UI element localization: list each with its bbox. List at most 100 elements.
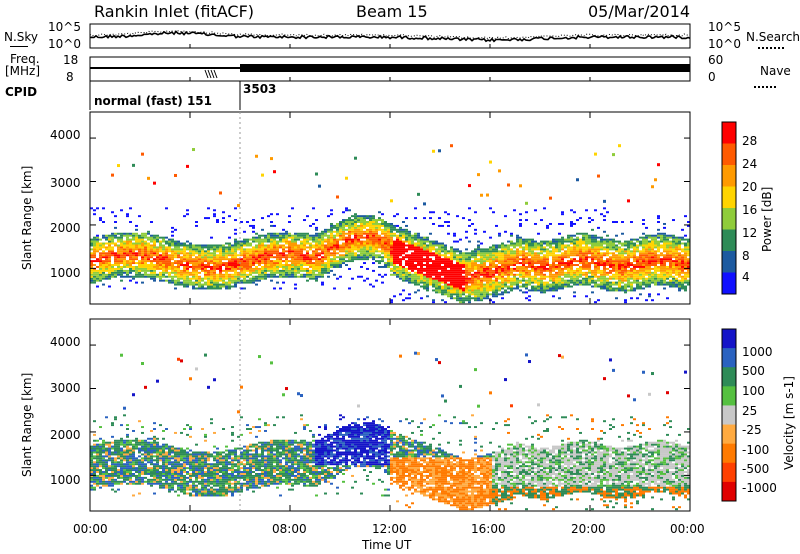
power-cell	[663, 234, 666, 237]
power-cell	[129, 242, 132, 245]
power-cell	[312, 250, 315, 253]
power-cell	[480, 283, 483, 286]
power-cell	[198, 262, 201, 265]
power-cell	[681, 265, 684, 268]
power-cell	[222, 221, 225, 223]
power-cell	[684, 242, 687, 245]
power-cell	[498, 256, 501, 259]
power-cell	[384, 242, 387, 245]
power-cell	[657, 234, 660, 237]
power-cell	[222, 264, 225, 266]
power-cell	[315, 277, 318, 280]
velocity-cell	[93, 449, 96, 452]
power-cell	[312, 269, 315, 272]
power-cell	[567, 234, 570, 237]
power-cell	[285, 232, 288, 235]
velocity-cell	[108, 478, 111, 481]
power-cell	[324, 258, 327, 261]
power-cell	[207, 217, 210, 220]
power-cell	[327, 215, 330, 218]
power-cell	[468, 256, 471, 259]
power-cell	[159, 264, 162, 266]
power-cell	[429, 277, 432, 280]
power-cell	[258, 269, 261, 272]
power-cell	[612, 221, 615, 223]
power-cell	[660, 283, 663, 286]
power-cell	[669, 248, 672, 251]
power-cell	[147, 244, 150, 247]
power-cell	[141, 267, 144, 270]
power-cell	[192, 244, 195, 247]
power-cell	[486, 252, 489, 255]
power-cell	[396, 246, 399, 249]
power-cell	[483, 260, 486, 263]
power-cell	[504, 230, 507, 233]
power-cell	[666, 277, 669, 280]
power-cell	[147, 267, 150, 270]
power-cell	[603, 240, 606, 243]
power-cell	[393, 228, 396, 231]
power-cell	[243, 260, 246, 263]
power-cell	[630, 242, 633, 245]
power-cell	[540, 262, 543, 265]
power-cell	[324, 252, 327, 255]
power-cell	[366, 258, 369, 261]
power-cell	[438, 242, 441, 245]
power-cell	[282, 252, 285, 255]
power-cell	[276, 244, 279, 247]
power-cell	[399, 264, 402, 266]
power-cell	[591, 256, 594, 259]
power-cell	[222, 252, 225, 255]
power-cell	[603, 242, 606, 245]
power-cell	[549, 265, 552, 268]
power-cell	[504, 277, 507, 280]
power-cell	[597, 262, 600, 265]
power-cell	[549, 271, 552, 274]
power-cell	[417, 258, 420, 261]
power-cell	[495, 248, 498, 251]
power-cell	[399, 230, 402, 233]
velocity-cell	[99, 472, 102, 475]
power-cell	[321, 267, 324, 270]
power-cell	[576, 252, 579, 255]
power-cell	[399, 252, 402, 255]
power-cell	[456, 285, 459, 288]
power-cell	[603, 269, 606, 272]
power-cell	[243, 281, 246, 284]
power-cell	[177, 254, 180, 257]
power-cell	[111, 234, 114, 237]
power-cell	[558, 285, 561, 288]
power-cell	[522, 240, 525, 243]
power-cell	[498, 281, 501, 284]
power-cell	[684, 250, 687, 253]
power-cell	[687, 244, 690, 247]
power-cell	[636, 287, 639, 290]
velocity-cell	[105, 474, 108, 477]
power-cell	[276, 281, 279, 284]
power-cell	[675, 285, 678, 288]
power-cell	[258, 277, 261, 280]
power-cell	[423, 287, 426, 290]
power-cell	[444, 244, 447, 247]
power-cell	[519, 238, 522, 241]
power-cell	[645, 248, 648, 251]
power-cell	[123, 262, 126, 265]
power-cell	[363, 262, 366, 265]
power-cell	[447, 232, 450, 235]
power-cell	[552, 279, 555, 282]
velocity-cell	[90, 447, 93, 450]
power-cell	[639, 273, 642, 276]
power-cell	[687, 281, 690, 284]
power-cell	[357, 234, 360, 237]
power-cell	[639, 271, 642, 274]
power-cell	[135, 265, 138, 268]
power-cell	[540, 289, 543, 292]
power-cell	[663, 236, 666, 239]
power-cell	[273, 260, 276, 263]
power-cell	[153, 260, 156, 263]
power-cell	[654, 238, 657, 241]
power-cell	[669, 275, 672, 278]
power-cell	[378, 273, 381, 276]
power-cell	[339, 224, 342, 227]
power-cell	[153, 279, 156, 282]
